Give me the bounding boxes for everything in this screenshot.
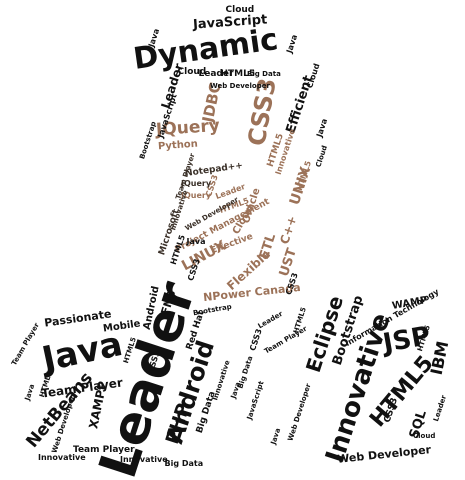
word-cloud-top: Cloud [225, 4, 255, 15]
word-big-data-c: Big Data [164, 459, 204, 468]
word-web-developer-top: Web Developer [210, 81, 270, 90]
word-jquery-face: JQuery [181, 179, 212, 188]
word-innovative-b: Innovative [211, 358, 232, 401]
word-cloud-right-b: Cloud [413, 431, 436, 440]
word-team-player-b: Team Player [73, 444, 135, 455]
word-leader-top: Leader [198, 68, 234, 79]
word-java-d: Java [22, 382, 36, 401]
word-team-player-a: Team Player [262, 324, 309, 355]
word-java-right: Java [314, 117, 329, 139]
word-cpp: C++ [276, 214, 300, 246]
word-java-c: Java [268, 426, 282, 445]
word-ibm: IBM [426, 339, 453, 377]
word-html5-top: HTML5 [220, 68, 256, 79]
word-innovative-c: Innovative [38, 453, 86, 462]
word-team-player-c: Team Player [10, 321, 41, 367]
word-java-b: Java [228, 380, 242, 399]
word-leader-right: Leader [431, 393, 448, 422]
word-innovative-d: Innovative [120, 455, 168, 464]
word-cloud-right-2: Cloud [314, 143, 329, 168]
word-effective: Effective [209, 231, 255, 256]
word-javascript-b: JavaScript [245, 379, 266, 421]
word-java-face: Java [186, 237, 206, 246]
word-jquery-small: JQuery [181, 191, 212, 200]
word-big-data-top: Big Data [247, 69, 281, 78]
word-etl: ETL [256, 231, 280, 261]
word-java-top: Java [284, 33, 299, 55]
word-css3-shoulder: CSS3 [247, 327, 264, 353]
word-web-developer-b: Web Developer [286, 382, 313, 442]
word-cloud-upper: Cloud [177, 66, 207, 77]
word-leader-shoulder: Leader [256, 309, 284, 330]
word-cloud-right: Cloud [305, 62, 322, 90]
word-python: Python [157, 138, 199, 153]
word-bootstrap-left: Bootstrap [137, 120, 158, 160]
